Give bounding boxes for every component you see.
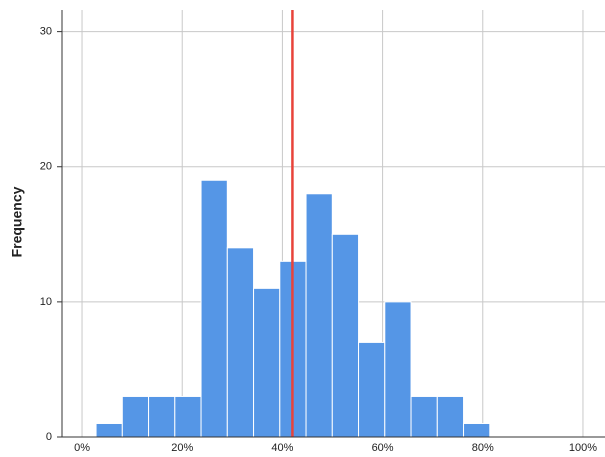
x-tick-label: 80% <box>472 442 494 454</box>
bar <box>331 233 360 438</box>
x-tick-label: 100% <box>569 442 597 454</box>
bar <box>95 422 123 438</box>
bar <box>410 395 438 438</box>
bar <box>358 341 386 438</box>
y-tick-label: 20 <box>40 161 52 173</box>
x-tick-label: 20% <box>171 442 193 454</box>
bar <box>436 395 465 438</box>
bar <box>174 395 202 438</box>
y-tick-label: 0 <box>46 431 52 443</box>
bar <box>200 179 228 438</box>
bar <box>253 287 281 438</box>
y-tick-label: 10 <box>40 296 52 308</box>
bar <box>463 422 491 438</box>
bar <box>121 395 150 438</box>
bar <box>226 247 255 438</box>
y-tick-label: 30 <box>40 26 52 38</box>
bar <box>148 395 176 438</box>
bar <box>384 301 412 438</box>
y-axis-label: Frequency <box>9 186 25 257</box>
x-tick-label: 40% <box>271 442 293 454</box>
x-tick-label: 0% <box>74 442 90 454</box>
x-tick-label: 60% <box>372 442 394 454</box>
bar <box>305 193 333 438</box>
